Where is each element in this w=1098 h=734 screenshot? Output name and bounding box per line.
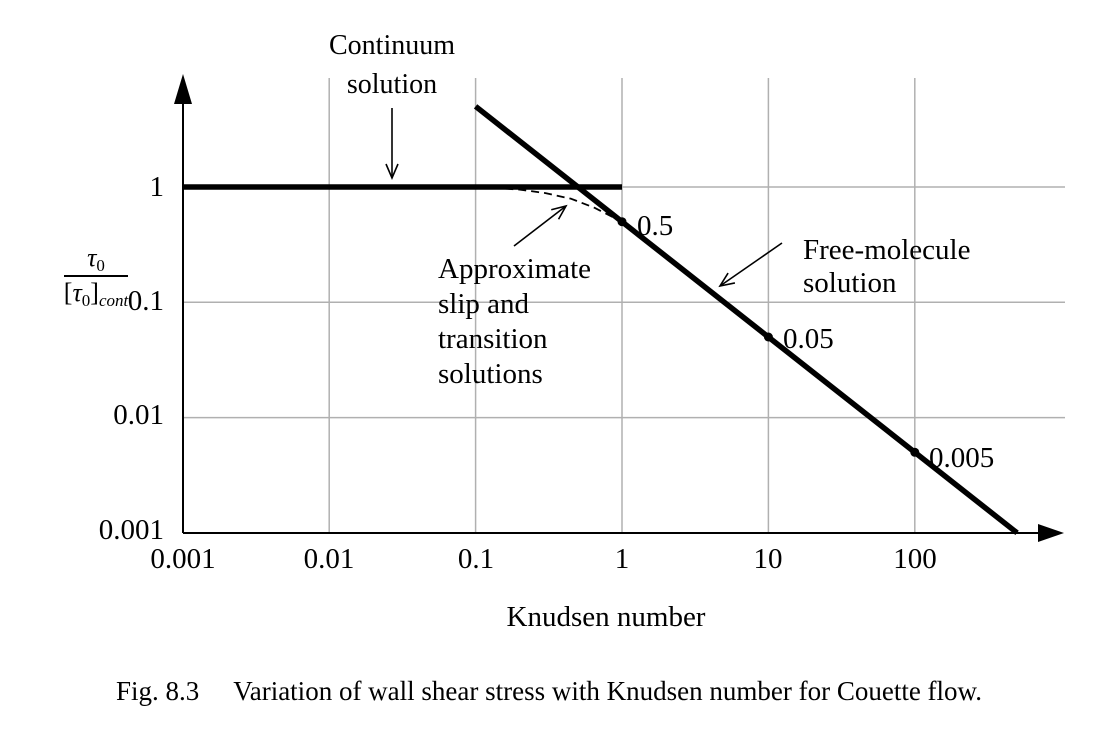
annotation-line: transition xyxy=(438,323,548,355)
annotation-line: Free-molecule xyxy=(803,234,971,266)
y-axis-label: τ0 [τ0]cont xyxy=(36,243,156,310)
y-axis-arrowhead-icon xyxy=(174,74,192,104)
marked-point-0.05 xyxy=(763,332,773,342)
free-molecule-annotation-arrow-icon xyxy=(718,242,783,288)
caption-label: Fig. 8.3 xyxy=(115,676,200,706)
slip-transition-annotation: Approximate slip and transition solution… xyxy=(438,252,591,392)
series-2 xyxy=(492,186,623,223)
y-axis-label-numerator: τ0 xyxy=(87,243,105,275)
figure-caption: Fig. 8.3 Variation of wall shear stress … xyxy=(0,675,1098,707)
marked-point-0.005 xyxy=(910,447,920,457)
x-tick-1: 1 xyxy=(614,543,630,575)
series-1 xyxy=(473,104,1019,536)
marked-point-0.5 xyxy=(617,217,627,227)
slip-annotation-arrow-icon xyxy=(513,204,568,247)
annotation-line: slip and xyxy=(438,288,530,320)
x-axis-title: Knudsen number xyxy=(506,601,706,633)
annotation-line: solution xyxy=(346,69,438,100)
annotation-line: Continuum xyxy=(328,30,455,61)
x-tick-0-1: 0.1 xyxy=(457,543,495,575)
caption-text: Variation of wall shear stress with Knud… xyxy=(233,676,983,706)
y-tick-1: 1 xyxy=(149,171,165,203)
y-tick-0-01: 0.01 xyxy=(113,399,164,431)
x-tick-0-001: 0.001 xyxy=(150,543,216,575)
x-tick-0-01: 0.01 xyxy=(303,543,355,575)
point-label-0-5: 0.5 xyxy=(637,210,674,242)
annotation-line: Approximate xyxy=(438,253,592,285)
y-tick-0-1: 0.1 xyxy=(127,285,164,317)
x-tick-100: 100 xyxy=(893,543,937,575)
fraction-bar xyxy=(64,275,128,277)
annotation-line: solutions xyxy=(438,358,543,390)
annotation-line: solution xyxy=(803,267,897,299)
data-series xyxy=(182,104,1019,536)
y-axis-label-denominator: [τ0]cont xyxy=(63,278,129,310)
point-label-0-05: 0.05 xyxy=(783,323,834,355)
x-axis-arrowhead-icon xyxy=(1038,524,1064,542)
point-label-0-005: 0.005 xyxy=(929,442,995,474)
x-tick-10: 10 xyxy=(753,543,783,575)
free-molecule-annotation: Free-molecule solution xyxy=(803,234,970,300)
y-tick-0-001: 0.001 xyxy=(98,514,164,546)
continuum-solution-annotation: Continuum solution xyxy=(282,26,502,104)
